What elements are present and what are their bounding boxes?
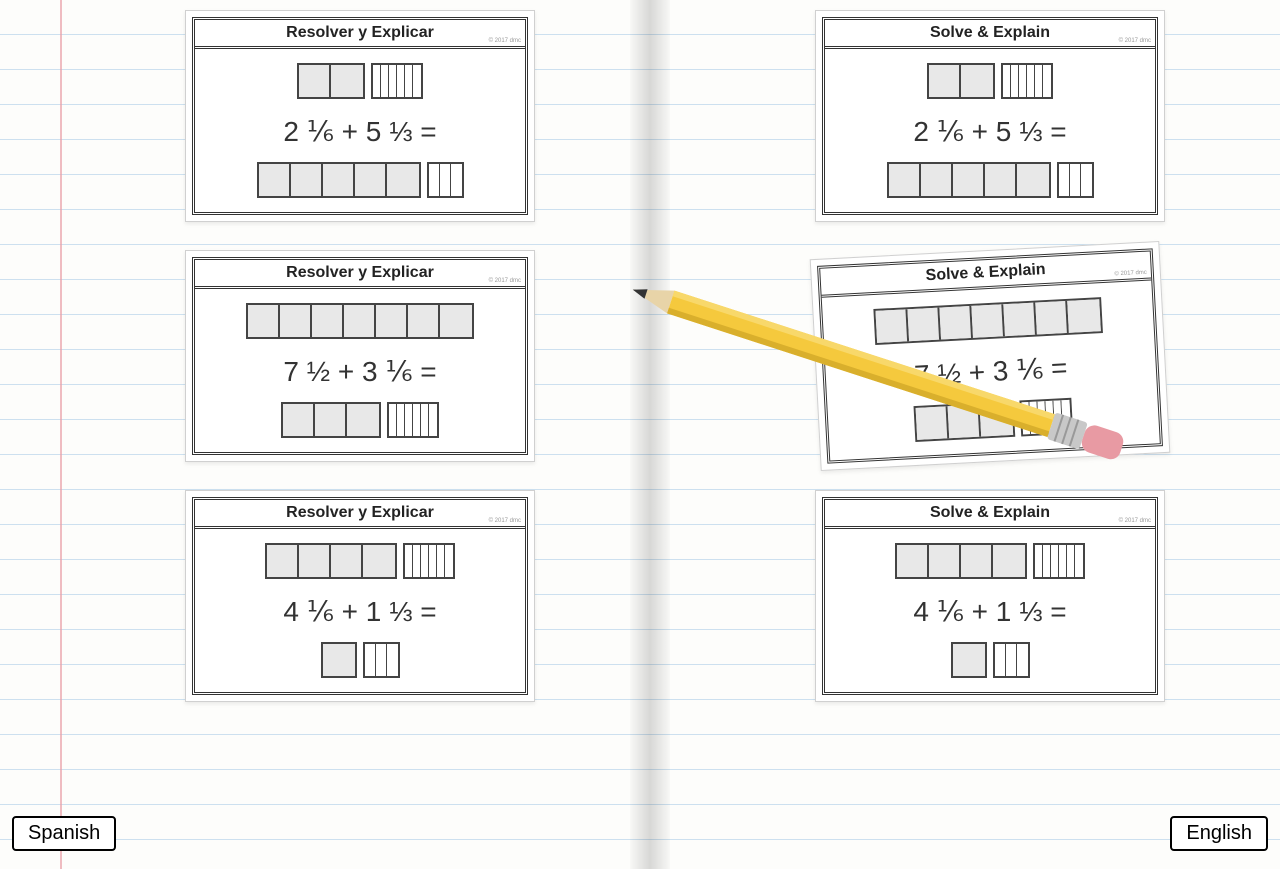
unit-block	[246, 303, 474, 339]
language-label-spanish: Spanish	[12, 816, 116, 851]
fraction-block	[427, 162, 464, 198]
unit-block	[281, 402, 381, 438]
unit-block	[895, 543, 1027, 579]
top-model-row	[195, 303, 525, 339]
worksheet-card: Resolver y Explicar © 2017 dmc 2 ⅙ + 5 ⅓…	[185, 10, 535, 222]
fraction-block	[1033, 543, 1085, 579]
copyright-text: © 2017 dmc	[489, 278, 521, 284]
card-title: Solve & Explain	[930, 504, 1050, 521]
left-page-column: Resolver y Explicar © 2017 dmc 2 ⅙ + 5 ⅓…	[140, 0, 580, 702]
top-model-row	[195, 63, 525, 99]
worksheet-card: Resolver y Explicar © 2017 dmc 7 ½ + 3 ⅙…	[185, 250, 535, 462]
copyright-text: © 2017 dmc	[1119, 38, 1151, 44]
unit-block	[887, 162, 1051, 198]
copyright-text: © 2017 dmc	[489, 38, 521, 44]
copyright-text: © 2017 dmc	[1119, 518, 1151, 524]
notebook-margin-line	[60, 0, 62, 869]
notebook-spine	[630, 0, 670, 869]
unit-block	[297, 63, 365, 99]
equation-text: 2 ⅙ + 5 ⅓ =	[825, 115, 1155, 148]
unit-block	[873, 297, 1103, 345]
bottom-model-row	[195, 402, 525, 438]
equation-text: 4 ⅙ + 1 ⅓ =	[825, 595, 1155, 628]
card-title: Resolver y Explicar	[286, 264, 434, 281]
unit-block	[265, 543, 397, 579]
bottom-model-row	[825, 162, 1155, 198]
card-title: Resolver y Explicar	[286, 504, 434, 521]
bottom-model-row	[825, 642, 1155, 678]
bottom-model-row	[195, 162, 525, 198]
unit-block	[951, 642, 987, 678]
card-title: Solve & Explain	[930, 24, 1050, 41]
equation-text: 4 ⅙ + 1 ⅓ =	[195, 595, 525, 628]
fraction-block	[403, 543, 455, 579]
copyright-text: © 2017 dmc	[1114, 270, 1147, 278]
unit-block	[257, 162, 421, 198]
card-title: Solve & Explain	[925, 261, 1046, 284]
worksheet-card: Solve & Explain © 2017 dmc 2 ⅙ + 5 ⅓ =	[815, 10, 1165, 222]
fraction-block	[1001, 63, 1053, 99]
language-label-english: English	[1170, 816, 1268, 851]
fraction-block	[363, 642, 400, 678]
fraction-block	[993, 642, 1030, 678]
top-model-row	[195, 543, 525, 579]
fraction-block	[387, 402, 439, 438]
equation-text: 2 ⅙ + 5 ⅓ =	[195, 115, 525, 148]
fraction-block	[371, 63, 423, 99]
worksheet-card: Resolver y Explicar © 2017 dmc 4 ⅙ + 1 ⅓…	[185, 490, 535, 702]
card-title: Resolver y Explicar	[286, 24, 434, 41]
fraction-block	[1057, 162, 1094, 198]
unit-block	[321, 642, 357, 678]
copyright-text: © 2017 dmc	[489, 518, 521, 524]
top-model-row	[825, 63, 1155, 99]
equation-text: 7 ½ + 3 ⅙ =	[195, 355, 525, 388]
bottom-model-row	[195, 642, 525, 678]
worksheet-card: Solve & Explain © 2017 dmc 4 ⅙ + 1 ⅓ =	[815, 490, 1165, 702]
unit-block	[927, 63, 995, 99]
top-model-row	[825, 543, 1155, 579]
